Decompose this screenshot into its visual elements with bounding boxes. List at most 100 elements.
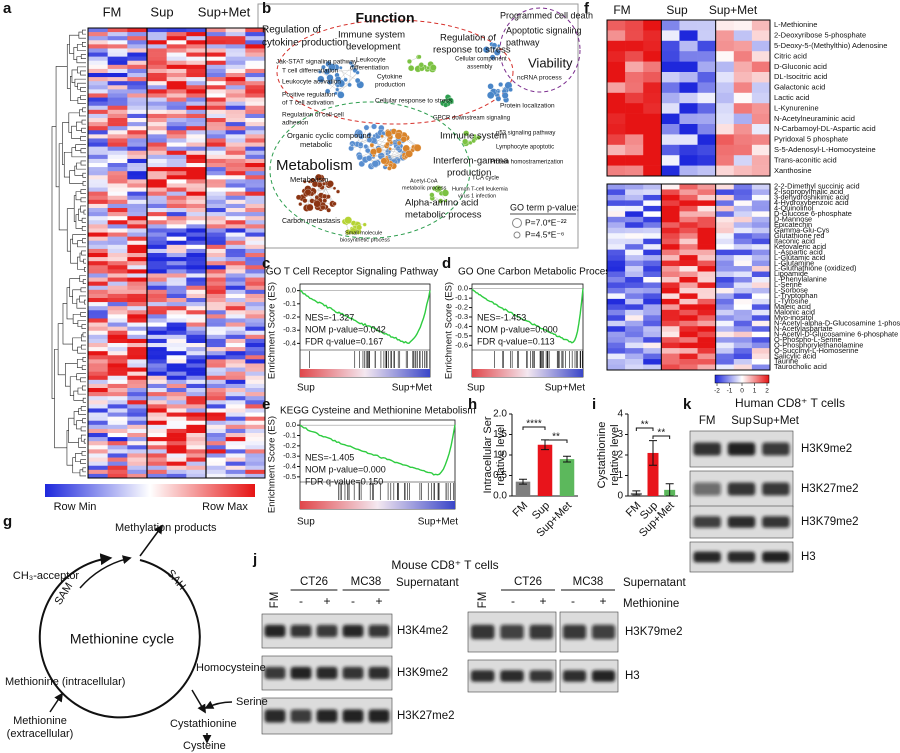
heatmap-cell [147, 273, 167, 278]
heatmap-cell [127, 326, 148, 332]
heatmap-cell [245, 130, 266, 135]
heatmap-cell [206, 420, 226, 426]
heatmap-cell [127, 392, 148, 397]
heatmap-cell [697, 331, 716, 338]
heatmap-cell [166, 68, 187, 74]
heatmap-cell [643, 61, 662, 73]
heatmap-cell [186, 77, 207, 82]
heatmap-cell [245, 142, 266, 147]
network-node [344, 216, 353, 225]
heatmap-cell [733, 205, 753, 212]
heatmap-cell [127, 93, 148, 98]
heatmap-cell [225, 167, 246, 172]
heatmap-cell [147, 167, 167, 172]
heatmap-cell [245, 404, 266, 409]
heatmap-cell [147, 228, 167, 233]
heatmap-cell [107, 359, 128, 364]
heatmap-cell [225, 293, 246, 299]
heatmap-cell [88, 130, 108, 135]
heatmap-cell [107, 130, 128, 135]
heatmap-cell [88, 343, 108, 348]
heatmap-cell [127, 118, 148, 123]
heatmap-cell [88, 457, 108, 462]
heatmap-cell [245, 224, 266, 229]
heatmap-cell [625, 238, 644, 245]
blot-band [500, 670, 524, 682]
heatmap-cell [88, 97, 108, 102]
heatmap-cell [147, 126, 167, 131]
heatmap-cell [166, 220, 187, 225]
dendrogram-branch [76, 359, 83, 368]
heatmap-cell [245, 338, 266, 344]
blot-band [693, 442, 721, 456]
band-label: H3K4me2 [397, 625, 448, 637]
heatmap-cell [733, 134, 753, 146]
heatmap-cell [625, 326, 644, 333]
heatmap-cell [107, 412, 128, 417]
heatmap-cell [697, 238, 716, 245]
heatmap-cell [166, 44, 187, 49]
heatmap-cell [715, 359, 735, 365]
heatmap-cell [127, 400, 148, 405]
dendrogram-branch [80, 160, 86, 166]
heatmap-cell [607, 82, 626, 94]
heatmap-cell [607, 320, 626, 327]
heatmap-cell [107, 179, 128, 184]
heatmap-cell [127, 212, 148, 217]
heatmap-cell [245, 445, 266, 450]
heatmap-cell [679, 266, 698, 272]
heatmap-cell [679, 92, 698, 104]
heatmap-cell [147, 338, 167, 344]
heatmap-cell [107, 404, 128, 409]
network-label: Metabolism [276, 157, 353, 174]
heatmap-cell [147, 293, 167, 299]
panel-letter: f [584, 0, 590, 17]
heatmap-cell [166, 412, 187, 417]
heatmap-cell [127, 175, 148, 180]
heatmap-cell [107, 437, 128, 442]
heatmap-cell [245, 191, 266, 197]
heatmap-cell [206, 388, 226, 393]
heatmap-cell [679, 103, 698, 114]
heatmap-cell [127, 396, 148, 401]
dendrogram-branch [64, 363, 78, 387]
heatmap-cell [127, 453, 148, 458]
heatmap-cell [206, 77, 226, 82]
dendrogram-branch [78, 408, 86, 415]
heatmap-cell [88, 392, 108, 397]
blot-band [264, 709, 286, 723]
heatmap-cell [206, 118, 226, 123]
heatmap-cell [166, 142, 187, 147]
heatmap-cell [607, 255, 626, 261]
heatmap-cell [127, 199, 148, 205]
heatmap-cell [679, 277, 698, 283]
heatmap-cell [147, 163, 167, 168]
heatmap-cell [715, 200, 735, 207]
heatmap-cell [107, 64, 128, 70]
heatmap-cell [245, 208, 266, 213]
dendrogram-branch [58, 143, 68, 231]
heatmap-cell [245, 298, 266, 303]
heatmap-cell [127, 48, 148, 53]
legend-symbol [512, 218, 522, 228]
heatmap-cell [225, 392, 246, 397]
heatmap-cell [733, 309, 753, 316]
dendrogram-branch [63, 151, 72, 178]
network-node [372, 153, 376, 158]
heatmap-cell [225, 257, 246, 262]
heatmap-cell [206, 289, 226, 295]
scale-tick-label: -2 [714, 388, 720, 395]
heatmap-cell [643, 315, 662, 322]
heatmap-cell [127, 461, 148, 467]
heatmap-cell [107, 146, 128, 152]
heatmap-cell [127, 314, 148, 319]
heatmap-cell [245, 314, 266, 319]
heatmap-cell [107, 265, 128, 270]
heatmap-cell [166, 171, 187, 176]
metabolite-label: L-Kynurenine [774, 103, 819, 112]
heatmap-cell [186, 437, 207, 442]
dendrogram-branch [72, 337, 82, 351]
heatmap-cell [107, 195, 128, 201]
heatmap-cell [661, 92, 680, 104]
